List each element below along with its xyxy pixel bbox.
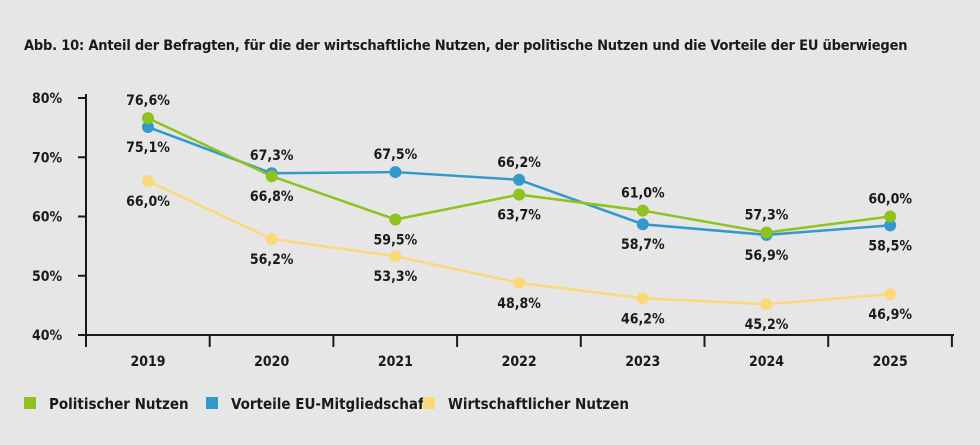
data-label: 46,9% [868, 307, 912, 323]
data-label: 56,9% [745, 248, 789, 264]
data-label: 56,2% [250, 252, 294, 268]
x-tick-label: 2023 [625, 354, 660, 370]
y-tick-label: 60% [32, 210, 63, 226]
data-label: 57,3% [745, 207, 789, 223]
data-point [636, 218, 649, 231]
y-tick-label: 80% [32, 91, 63, 107]
data-label: 53,3% [374, 269, 418, 285]
data-label: 45,2% [745, 317, 789, 333]
data-point [389, 250, 402, 263]
legend-item-label: Wirtschaftlicher Nutzen [448, 395, 629, 413]
x-tick-label: 2021 [378, 354, 413, 370]
legend-swatch [206, 397, 218, 409]
data-label: 59,5% [374, 232, 418, 248]
data-point [636, 204, 649, 217]
data-label: 66,2% [497, 155, 541, 171]
x-tick-label: 2020 [254, 354, 289, 370]
legend-item-label: Vorteile EU-Mitgliedschaft [231, 395, 431, 413]
data-label: 58,5% [868, 238, 912, 254]
data-point [636, 292, 649, 305]
x-tick-label: 2024 [749, 354, 784, 370]
data-label: 63,7% [497, 208, 541, 224]
data-point [389, 213, 402, 226]
data-point [142, 112, 154, 125]
data-point [142, 121, 154, 134]
data-label: 66,0% [126, 194, 170, 210]
data-label: 67,5% [374, 147, 418, 163]
data-point [760, 226, 773, 239]
data-label: 60,0% [868, 192, 912, 208]
data-label: 58,7% [621, 237, 665, 253]
data-point [265, 233, 278, 246]
data-label: 75,1% [126, 140, 170, 156]
x-tick-label: 2025 [873, 354, 908, 370]
data-label: 66,8% [250, 189, 294, 205]
y-tick-label: 70% [32, 150, 63, 166]
y-tick-label: 40% [32, 328, 63, 344]
legend-swatch [24, 397, 36, 409]
data-point [513, 276, 526, 289]
data-label: 61,0% [621, 186, 665, 202]
data-label: 76,6% [126, 93, 170, 109]
data-point [884, 219, 897, 232]
data-point [389, 166, 402, 179]
data-point [884, 210, 897, 223]
y-tick-label: 50% [32, 269, 63, 285]
data-point [265, 170, 278, 183]
data-label: 46,2% [621, 311, 665, 327]
data-point [513, 188, 526, 201]
data-point [760, 298, 773, 311]
x-tick-label: 2022 [502, 354, 537, 370]
data-label: 48,8% [497, 296, 541, 312]
data-point [513, 173, 526, 186]
x-tick-label: 2019 [130, 354, 165, 370]
chart-title: Abb. 10: Anteil der Befragten, für die d… [24, 38, 908, 54]
data-label: 67,3% [250, 148, 294, 164]
data-point [142, 174, 154, 187]
legend-item-label: Politischer Nutzen [49, 395, 189, 413]
legend-swatch [423, 397, 435, 409]
data-point [884, 288, 897, 301]
